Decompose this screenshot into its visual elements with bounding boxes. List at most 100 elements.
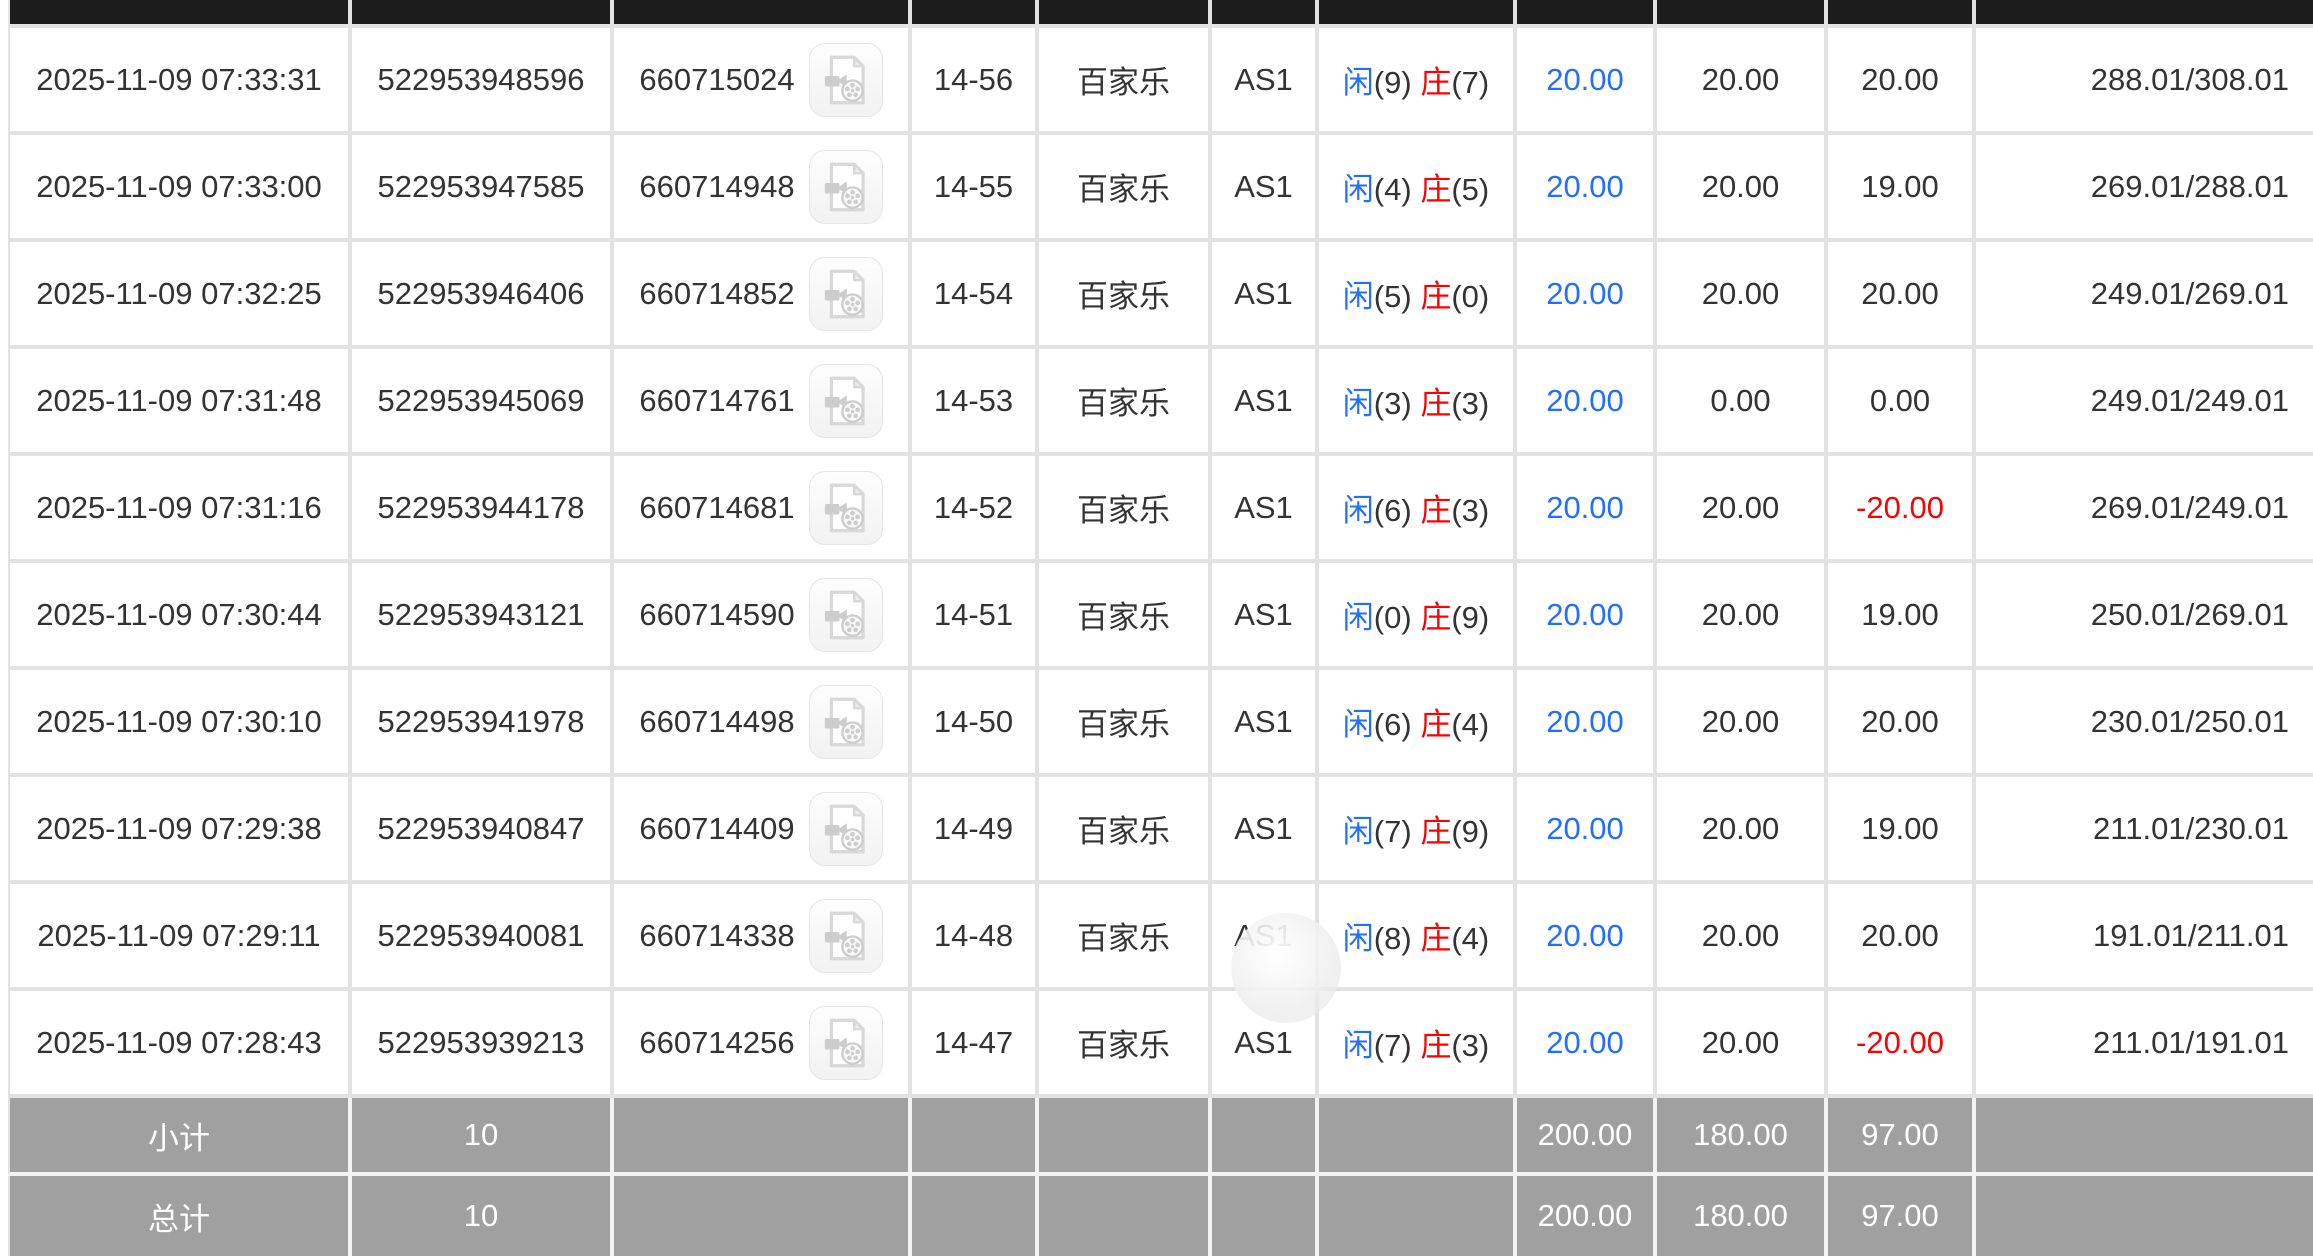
cell-valid-amount: 20.00 xyxy=(1657,28,1828,135)
cell-bet-id: 522953941978 xyxy=(352,670,614,777)
cell-bet-amount: 20.00 xyxy=(1517,135,1657,242)
cell-game-type: 百家乐 xyxy=(1039,563,1212,670)
header-game-id xyxy=(614,0,912,28)
cell-result: 闲(6) 庄(4) xyxy=(1319,670,1517,777)
cell-table: AS1 xyxy=(1212,349,1319,456)
video-file-icon xyxy=(824,162,865,211)
table-row: 2025-11-09 07:33:31 522953948596 6607150… xyxy=(8,28,2313,135)
cell-game-type: 百家乐 xyxy=(1039,28,1212,135)
header-round xyxy=(912,0,1039,28)
subtotal-valid: 180.00 xyxy=(1657,1098,1828,1176)
player-points: (4) xyxy=(1373,172,1412,207)
cell-time: 2025-11-09 07:33:31 xyxy=(8,28,352,135)
cell-time: 2025-11-09 07:31:48 xyxy=(8,349,352,456)
bet-amount-link[interactable]: 20.00 xyxy=(1546,275,1624,311)
cell-table: AS1 xyxy=(1212,135,1319,242)
cell-table: AS1 xyxy=(1212,242,1319,349)
cell-round: 14-47 xyxy=(912,991,1039,1098)
video-file-icon xyxy=(824,483,865,532)
total-winloss: 97.00 xyxy=(1828,1176,1976,1256)
cell-bet-amount: 20.00 xyxy=(1517,242,1657,349)
header-table xyxy=(1212,0,1319,28)
banker-points: (3) xyxy=(1451,1028,1490,1063)
player-label: 闲 xyxy=(1342,921,1374,956)
cell-round: 14-56 xyxy=(912,28,1039,135)
cell-valid-amount: 20.00 xyxy=(1657,884,1828,991)
bet-amount-link[interactable]: 20.00 xyxy=(1546,489,1624,525)
video-file-icon xyxy=(824,911,865,960)
table-row: 2025-11-09 07:29:11 522953940081 6607143… xyxy=(8,884,2313,991)
cell-game-type: 百家乐 xyxy=(1039,135,1212,242)
header-valid-amount xyxy=(1657,0,1828,28)
cell-game-id: 660714338 xyxy=(614,884,912,991)
video-replay-button[interactable] xyxy=(808,577,883,652)
game-id-text: 660714948 xyxy=(639,168,795,204)
cell-game-id: 660714761 xyxy=(614,349,912,456)
cell-bet-amount: 20.00 xyxy=(1517,28,1657,135)
cell-winloss: -20.00 xyxy=(1828,991,1976,1098)
cell-round: 14-50 xyxy=(912,670,1039,777)
total-label: 总计 xyxy=(8,1176,352,1256)
cell-bet-id: 522953946406 xyxy=(352,242,614,349)
cell-game-id: 660714256 xyxy=(614,991,912,1098)
game-id-text: 660714338 xyxy=(639,917,795,953)
bet-amount-link[interactable]: 20.00 xyxy=(1546,61,1624,97)
video-replay-button[interactable] xyxy=(808,898,883,973)
bet-amount-link[interactable]: 20.00 xyxy=(1546,810,1624,846)
video-replay-button[interactable] xyxy=(808,470,883,545)
banker-label: 庄 xyxy=(1420,814,1452,849)
cell-table: AS1 xyxy=(1212,991,1319,1098)
bet-amount-link[interactable]: 20.00 xyxy=(1546,382,1624,418)
bet-amount-link[interactable]: 20.00 xyxy=(1546,168,1624,204)
cell-game-id: 660714409 xyxy=(614,777,912,884)
video-replay-button[interactable] xyxy=(808,791,883,866)
cell-time: 2025-11-09 07:30:10 xyxy=(8,670,352,777)
cell-balance: 288.01/308.01 xyxy=(1976,28,2313,135)
cell-result: 闲(7) 庄(9) xyxy=(1319,777,1517,884)
cell-time: 2025-11-09 07:29:38 xyxy=(8,777,352,884)
cell-game-type: 百家乐 xyxy=(1039,456,1212,563)
cell-bet-amount: 20.00 xyxy=(1517,670,1657,777)
header-row xyxy=(8,0,2313,28)
cell-round: 14-51 xyxy=(912,563,1039,670)
cell-bet-id: 522953947585 xyxy=(352,135,614,242)
bet-amount-link[interactable]: 20.00 xyxy=(1546,1024,1624,1060)
bet-amount-link[interactable]: 20.00 xyxy=(1546,703,1624,739)
cell-game-type: 百家乐 xyxy=(1039,242,1212,349)
cell-time: 2025-11-09 07:30:44 xyxy=(8,563,352,670)
video-replay-button[interactable] xyxy=(808,149,883,224)
cell-table: AS1 xyxy=(1212,884,1319,991)
cell-result: 闲(0) 庄(9) xyxy=(1319,563,1517,670)
player-label: 闲 xyxy=(1342,707,1374,742)
player-label: 闲 xyxy=(1342,65,1374,100)
cell-time: 2025-11-09 07:32:25 xyxy=(8,242,352,349)
video-replay-button[interactable] xyxy=(808,256,883,331)
cell-balance: 250.01/269.01 xyxy=(1976,563,2313,670)
player-label: 闲 xyxy=(1342,172,1374,207)
table-row: 2025-11-09 07:31:16 522953944178 6607146… xyxy=(8,456,2313,563)
total-bet: 200.00 xyxy=(1517,1176,1657,1256)
cell-round: 14-55 xyxy=(912,135,1039,242)
video-replay-button[interactable] xyxy=(808,1005,883,1080)
video-replay-button[interactable] xyxy=(808,363,883,438)
cell-bet-id: 522953945069 xyxy=(352,349,614,456)
cell-valid-amount: 20.00 xyxy=(1657,670,1828,777)
cell-balance: 230.01/250.01 xyxy=(1976,670,2313,777)
cell-table: AS1 xyxy=(1212,456,1319,563)
cell-game-id: 660714681 xyxy=(614,456,912,563)
cell-balance: 269.01/249.01 xyxy=(1976,456,2313,563)
bet-amount-link[interactable]: 20.00 xyxy=(1546,596,1624,632)
video-replay-button[interactable] xyxy=(808,684,883,759)
banker-points: (9) xyxy=(1451,814,1490,849)
video-replay-button[interactable] xyxy=(808,42,883,117)
cell-game-type: 百家乐 xyxy=(1039,777,1212,884)
cell-round: 14-54 xyxy=(912,242,1039,349)
table-row: 2025-11-09 07:29:38 522953940847 6607144… xyxy=(8,777,2313,884)
cell-game-id: 660715024 xyxy=(614,28,912,135)
cell-valid-amount: 20.00 xyxy=(1657,135,1828,242)
cell-valid-amount: 20.00 xyxy=(1657,777,1828,884)
cell-game-id: 660714948 xyxy=(614,135,912,242)
bet-amount-link[interactable]: 20.00 xyxy=(1546,917,1624,953)
video-file-icon xyxy=(824,1018,865,1067)
banker-points: (0) xyxy=(1451,279,1490,314)
